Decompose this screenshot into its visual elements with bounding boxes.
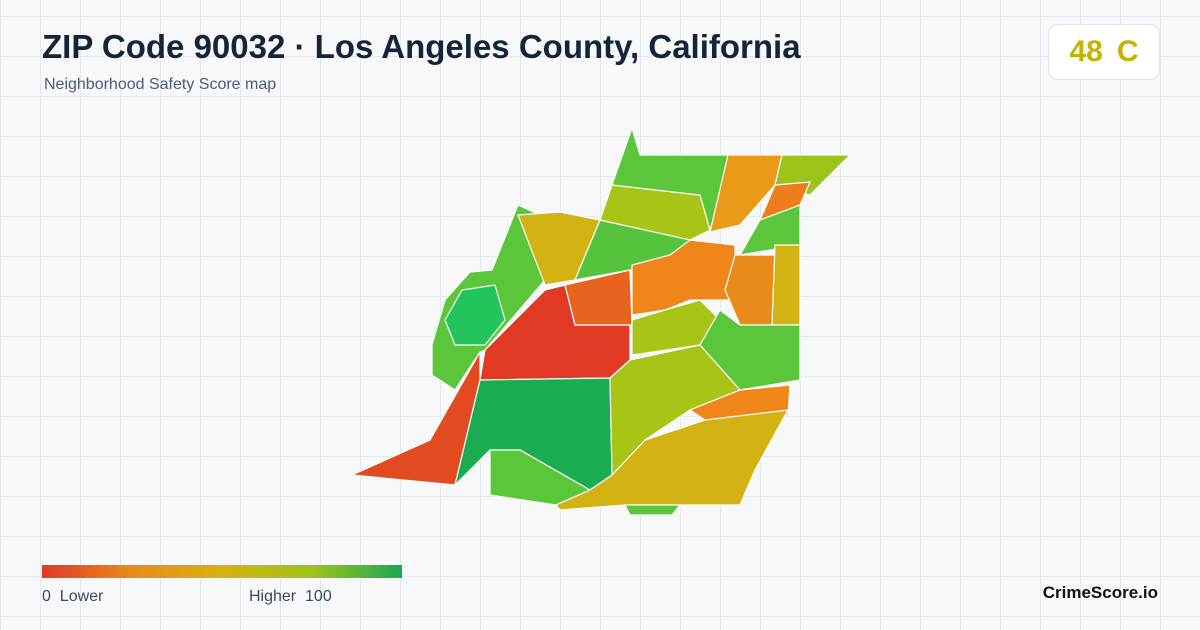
title: ZIP Code 90032 · Los Angeles County, Cal…	[42, 28, 801, 65]
legend-max-group: Higher 100	[249, 588, 332, 606]
region	[709, 154, 783, 233]
region	[444, 284, 506, 346]
region	[724, 254, 776, 326]
region	[349, 349, 481, 486]
legend-gradient	[42, 565, 402, 578]
legend-min-group: 0 Lower	[42, 588, 103, 606]
score: 48	[1069, 35, 1103, 68]
region	[624, 504, 682, 516]
region	[688, 384, 791, 421]
legend-min-label: Lower	[59, 588, 104, 605]
legend-min: 0	[42, 588, 51, 605]
subtitle: Neighborhood Safety Score map	[44, 76, 277, 93]
score-badge: 48 C	[1048, 24, 1160, 80]
legend-max-label: Higher	[249, 588, 297, 605]
region	[771, 244, 801, 326]
brand: CrimeScore.io	[1042, 583, 1158, 602]
grade: C	[1116, 35, 1139, 68]
legend-max: 100	[305, 588, 332, 605]
